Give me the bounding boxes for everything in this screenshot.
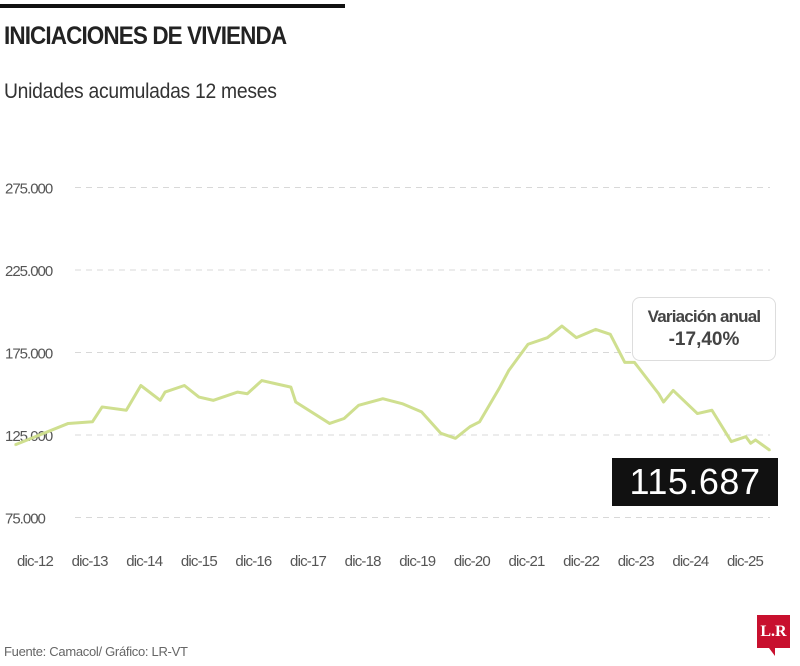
data-point: [236, 391, 239, 393]
data-point: [261, 379, 263, 382]
chart-title: INICIACIONES DE VIVIENDA: [4, 22, 287, 50]
data-point: [140, 384, 142, 387]
data-point: [328, 422, 331, 425]
x-tick-label: dic-18: [345, 553, 382, 570]
x-tick-label: dic-19: [399, 553, 436, 570]
data-point: [440, 432, 442, 435]
data-point: [672, 389, 675, 392]
data-point: [469, 425, 471, 428]
x-tick-label: dic-23: [618, 553, 655, 570]
data-point: [454, 437, 457, 440]
data-point: [401, 402, 403, 405]
data-point: [183, 384, 186, 387]
x-tick-label: dic-24: [672, 553, 709, 570]
x-tick-label: dic-14: [126, 553, 163, 570]
x-tick-label: dic-17: [290, 553, 327, 570]
x-tick-label: dic-16: [235, 553, 272, 570]
data-point: [290, 386, 292, 388]
x-tick-label: dic-15: [181, 553, 218, 570]
data-point: [769, 449, 771, 452]
data-point: [343, 417, 345, 420]
data-point: [561, 325, 563, 327]
data-point: [609, 333, 612, 336]
y-tick-label: 175.000: [5, 346, 53, 363]
lr-logo: L.R: [757, 615, 790, 656]
y-tick-label: 275.000: [5, 181, 53, 198]
data-point: [67, 422, 70, 425]
data-point: [594, 328, 597, 331]
data-point: [246, 392, 249, 395]
data-point: [294, 401, 297, 403]
data-point: [527, 343, 529, 346]
data-point: [125, 409, 128, 412]
data-point: [633, 361, 636, 364]
x-tick-label: dic-22: [563, 553, 600, 570]
top-rule: [0, 4, 345, 8]
data-point: [754, 439, 757, 441]
data-point: [498, 388, 500, 390]
x-tick-label: dic-13: [72, 553, 109, 570]
data-point: [478, 421, 481, 423]
data-point: [420, 411, 423, 413]
x-tick-label: dic-20: [454, 553, 491, 570]
data-point: [275, 383, 278, 385]
annual-variation-callout: Variación anual -17,40%: [632, 297, 776, 361]
data-point: [711, 409, 713, 412]
data-point: [159, 399, 161, 402]
y-tick-label: 75.000: [5, 511, 46, 528]
data-point: [91, 421, 94, 423]
source-footer: Fuente: Camacol/ Gráfico: LR-VT: [4, 644, 188, 659]
last-value-box: 115.687: [612, 458, 778, 506]
data-point: [101, 406, 103, 408]
y-tick-label: 125.000: [5, 428, 53, 445]
data-point: [198, 396, 200, 398]
data-point: [749, 442, 752, 445]
data-point: [546, 336, 549, 339]
x-tick-label: dic-21: [509, 553, 546, 570]
data-point: [212, 399, 215, 402]
y-tick-label: 225.000: [5, 263, 53, 280]
annual-variation-label: Variación anual: [647, 307, 762, 326]
chart-subtitle: Unidades acumuladas 12 meses: [4, 80, 277, 103]
x-tick-label: dic-12: [17, 553, 54, 570]
data-point: [164, 391, 166, 393]
data-point: [14, 444, 16, 446]
data-point: [662, 401, 665, 403]
data-point: [624, 361, 626, 364]
data-point: [507, 369, 510, 372]
data-point: [357, 404, 360, 407]
data-point: [575, 336, 578, 339]
data-point: [696, 412, 699, 415]
data-point: [657, 392, 660, 395]
data-point: [382, 397, 384, 400]
data-point: [730, 440, 733, 443]
x-tick-label: dic-25: [727, 553, 764, 570]
data-point: [745, 435, 747, 438]
annual-variation-value: -17,40%: [668, 329, 740, 350]
